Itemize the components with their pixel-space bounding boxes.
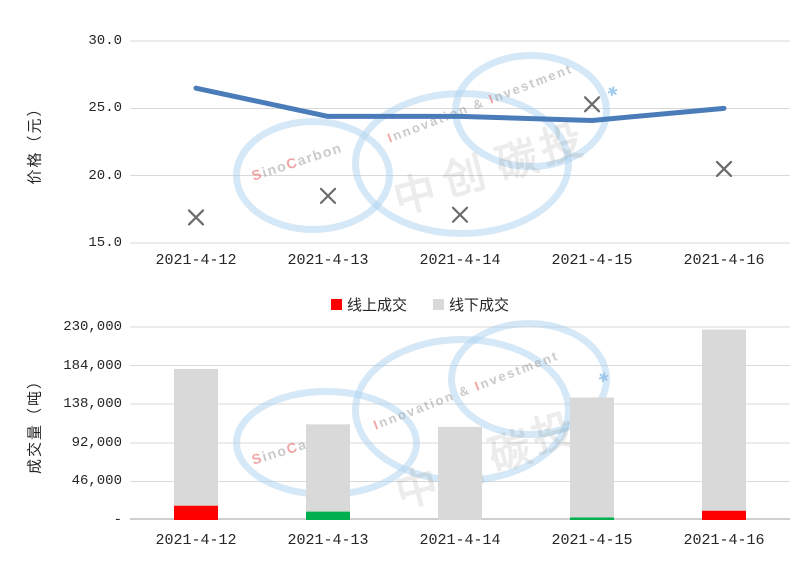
- volume-plot-area: [130, 326, 790, 520]
- online-volume-bar: [306, 511, 350, 520]
- price-x-marker: [583, 96, 601, 113]
- offline-volume-bar: [570, 397, 614, 518]
- online-volume-bar: [570, 517, 614, 520]
- price-gridlines: [130, 40, 790, 244]
- volume-xlabel: 2021-4-16: [683, 532, 765, 549]
- online-legend-swatch: [330, 299, 342, 310]
- legend-item-offline: 线下成交: [433, 294, 509, 315]
- online-volume-bar: [174, 505, 218, 520]
- price-xlabel: 2021-4-15: [551, 252, 633, 269]
- online-volume-bar: [702, 510, 746, 520]
- price-plot-area: [130, 40, 790, 244]
- volume-xlabel: 2021-4-13: [287, 532, 369, 549]
- offline-volume-bar: [702, 329, 746, 511]
- volume-axis-title: 成交量（吨）: [25, 371, 44, 475]
- volume-ytick: 46,000: [71, 473, 122, 489]
- price-xlabel: 2021-4-14: [419, 252, 501, 269]
- price-x-marker: [187, 209, 205, 226]
- price-x-marker: [451, 206, 469, 223]
- offline-volume-bar: [174, 368, 218, 506]
- price-x-marker: [319, 187, 337, 204]
- volume-ytick: 138,000: [63, 396, 122, 412]
- legend: 线上成交 线下成交: [130, 294, 710, 315]
- volume-xlabel: 2021-4-14: [419, 532, 501, 549]
- price-ytick: 20.0: [88, 168, 122, 184]
- volume-ytick: 230,000: [63, 319, 122, 335]
- volume-bars-layer: [174, 329, 746, 520]
- price-series-layer: [187, 85, 733, 226]
- volume-ytick: 92,000: [71, 435, 122, 451]
- price-ytick: 25.0: [88, 100, 122, 116]
- price-xlabel: 2021-4-13: [287, 252, 369, 269]
- offline-volume-bar: [306, 424, 350, 512]
- volume-xlabel: 2021-4-12: [155, 532, 237, 549]
- price-ytick: 30.0: [88, 33, 122, 49]
- price-line-series: [193, 85, 727, 123]
- price-ytick: 15.0: [88, 235, 122, 251]
- offline-legend-label: 线下成交: [449, 296, 510, 314]
- offline-volume-bar: [438, 426, 482, 520]
- online-legend-label: 线上成交: [346, 296, 407, 314]
- price-xlabel: 2021-4-16: [683, 252, 765, 269]
- legend-item-online: 线上成交: [330, 294, 407, 315]
- price-x-marker: [715, 160, 733, 178]
- volume-ytick: -: [113, 512, 122, 528]
- offline-legend-swatch: [433, 299, 444, 310]
- volume-ytick: 184,000: [63, 358, 122, 374]
- price-xlabel: 2021-4-12: [155, 252, 237, 269]
- volume-xlabel: 2021-4-15: [551, 532, 633, 549]
